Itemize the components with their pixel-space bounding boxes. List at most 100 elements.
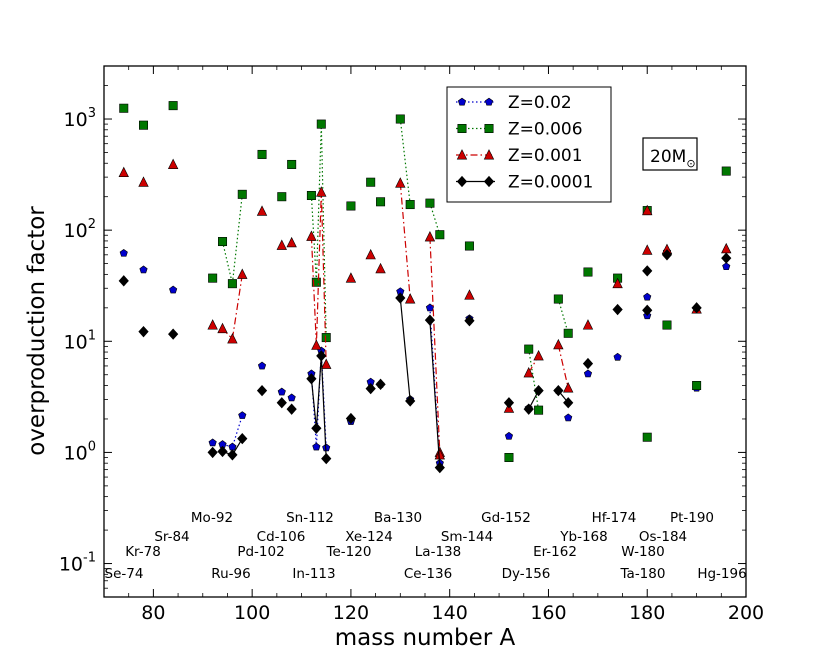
series-2-point-22 (464, 289, 475, 300)
isotope-label-14: Sm-144 (441, 529, 493, 545)
x-tick-label-0: 80 (141, 602, 165, 624)
series-3-point-33 (721, 252, 732, 264)
series-1-point-30 (642, 432, 652, 442)
series-0-line-0 (222, 415, 243, 448)
series-3-point-8 (276, 397, 287, 409)
series-3-point-12 (316, 350, 327, 362)
x-tick-label-2: 120 (333, 602, 369, 624)
isotope-label-12: Ce-136 (404, 566, 452, 582)
series-2-point-9 (286, 236, 297, 248)
series-3-point-13 (321, 452, 332, 465)
legend-entries: Z=0.02 Z=0.006 Z=0.001 Z=0.0001 (456, 93, 593, 193)
series-2-point-31 (642, 244, 653, 255)
series-Z=0.0001 (118, 249, 732, 474)
isotope-label-16: Dy-156 (502, 566, 551, 582)
isotope-label-6: Cd-106 (257, 529, 306, 545)
series-0-point-33 (722, 262, 731, 271)
series-2-point-5 (227, 333, 238, 344)
series-2-point-34 (721, 242, 732, 254)
series-1-point-1 (139, 120, 149, 130)
mass-annotation-text: 20M (650, 147, 686, 167)
series-0-point-8 (277, 387, 286, 396)
legend-marker-end-0 (484, 97, 494, 106)
series-2-point-4 (217, 322, 228, 334)
series-3-point-14 (345, 412, 357, 425)
legend-marker-end-2 (483, 149, 495, 160)
series-0-point-22 (504, 431, 514, 440)
legend-label-3: Z=0.0001 (508, 173, 593, 193)
series-1-point-32 (692, 381, 702, 391)
axis-ticks: 80 100 120 140 160 180 200 10-1 100 101 102 103 (59, 65, 764, 624)
y-axis-label: overproduction factor (24, 206, 50, 456)
series-1-point-19 (425, 198, 435, 208)
x-tick-label-1: 100 (234, 602, 270, 624)
x-axis-label: mass number A (335, 625, 516, 651)
series-3-point-6 (237, 433, 248, 445)
series-3-point-4 (217, 445, 228, 458)
series-0-point-5 (228, 442, 237, 451)
series-1-line-3 (429, 202, 441, 235)
series-3-point-32 (691, 302, 702, 314)
series-1-point-9 (287, 159, 297, 169)
series-2-point-17 (395, 177, 406, 188)
legend-marker-1 (457, 124, 467, 134)
series-1-point-27 (583, 267, 593, 277)
series-0-point-11 (312, 442, 321, 451)
series-1-point-13 (321, 333, 331, 343)
series-3-point-29 (642, 265, 653, 277)
series-2-point-19 (424, 231, 436, 242)
series-1-point-14 (346, 201, 356, 211)
series-2-point-13 (321, 358, 332, 369)
series-1-point-25 (553, 294, 563, 304)
isotope-label-24: Hg-196 (697, 566, 746, 582)
series-3-point-11 (311, 422, 322, 434)
isotope-label-1: Kr-78 (125, 544, 161, 560)
series-1-point-7 (257, 149, 267, 159)
isotope-label-23: Pt-190 (670, 510, 714, 526)
series-0-point-2 (169, 285, 178, 294)
series-3-point-10 (306, 373, 317, 385)
series-1-point-24 (534, 405, 544, 415)
legend-marker-0 (457, 97, 467, 106)
series-2-point-27 (563, 382, 574, 393)
isotope-label-22: Os-184 (639, 529, 687, 545)
isotope-label-13: La-138 (415, 544, 461, 560)
series-1-point-4 (218, 237, 228, 247)
isotope-label-18: Yb-168 (559, 529, 607, 545)
series-1-point-21 (464, 241, 474, 251)
series-1-point-26 (563, 328, 573, 338)
isotope-label-10: Xe-124 (345, 529, 393, 545)
isotope-label-21: Ta-180 (620, 566, 666, 582)
series-1-line-5 (557, 298, 569, 334)
series-0-point-0 (119, 248, 128, 257)
series-2-point-10 (306, 230, 317, 241)
isotope-label-8: In-113 (292, 566, 335, 582)
series-3-point-22 (503, 397, 515, 409)
legend-marker-end-3 (483, 175, 495, 188)
series-1-point-8 (277, 192, 287, 202)
series-1-point-5 (227, 279, 237, 289)
series-3-point-15 (365, 382, 376, 395)
series-3-point-25 (553, 384, 564, 397)
series-1-point-2 (168, 101, 178, 111)
series-0-point-29 (643, 292, 652, 301)
series-2-line-2 (399, 183, 411, 300)
series-2-point-12 (316, 186, 327, 197)
series-1-point-0 (119, 103, 129, 113)
series-3-point-26 (563, 397, 574, 409)
series-3-point-23 (523, 403, 534, 415)
series-0-point-1 (139, 265, 148, 274)
y-tick-label-2: 101 (64, 328, 96, 353)
series-Z=0.006 (119, 101, 731, 463)
y-tick-label-0: 10-1 (59, 551, 96, 576)
legend-label-0: Z=0.02 (508, 93, 572, 113)
series-2-point-0 (118, 166, 129, 178)
series-1-point-23 (524, 344, 534, 354)
series-1-line-1 (310, 124, 327, 338)
series-3-point-19 (424, 314, 436, 326)
series-1-point-3 (208, 273, 218, 283)
series-3-point-21 (464, 315, 475, 327)
series-2-point-29 (612, 277, 623, 289)
series-1-point-20 (435, 230, 445, 240)
series-1-point-17 (395, 114, 405, 124)
